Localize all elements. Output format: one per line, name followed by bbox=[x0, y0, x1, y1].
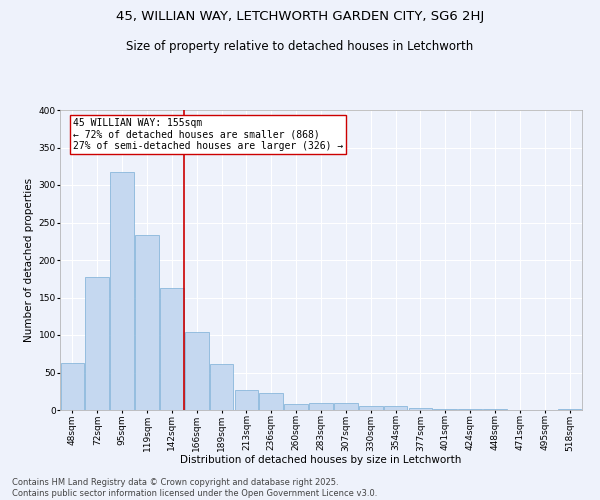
Bar bbox=[235, 390, 258, 410]
Bar bbox=[284, 404, 308, 410]
Bar bbox=[61, 363, 84, 410]
Text: 45 WILLIAN WAY: 155sqm
← 72% of detached houses are smaller (868)
27% of semi-de: 45 WILLIAN WAY: 155sqm ← 72% of detached… bbox=[73, 118, 343, 150]
Bar bbox=[259, 393, 283, 410]
Bar bbox=[85, 276, 109, 410]
Y-axis label: Number of detached properties: Number of detached properties bbox=[25, 178, 34, 342]
Bar bbox=[334, 402, 358, 410]
Bar bbox=[483, 409, 507, 410]
Text: Size of property relative to detached houses in Letchworth: Size of property relative to detached ho… bbox=[127, 40, 473, 53]
Bar bbox=[160, 288, 184, 410]
Text: Distribution of detached houses by size in Letchworth: Distribution of detached houses by size … bbox=[181, 455, 461, 465]
Text: Contains HM Land Registry data © Crown copyright and database right 2025.
Contai: Contains HM Land Registry data © Crown c… bbox=[12, 478, 377, 498]
Bar bbox=[409, 408, 432, 410]
Bar bbox=[135, 236, 159, 410]
Bar bbox=[458, 409, 482, 410]
Bar bbox=[384, 406, 407, 410]
Bar bbox=[309, 402, 333, 410]
Bar bbox=[558, 408, 581, 410]
Bar bbox=[433, 409, 457, 410]
Bar bbox=[359, 406, 383, 410]
Bar bbox=[210, 364, 233, 410]
Bar bbox=[185, 332, 209, 410]
Text: 45, WILLIAN WAY, LETCHWORTH GARDEN CITY, SG6 2HJ: 45, WILLIAN WAY, LETCHWORTH GARDEN CITY,… bbox=[116, 10, 484, 23]
Bar bbox=[110, 172, 134, 410]
